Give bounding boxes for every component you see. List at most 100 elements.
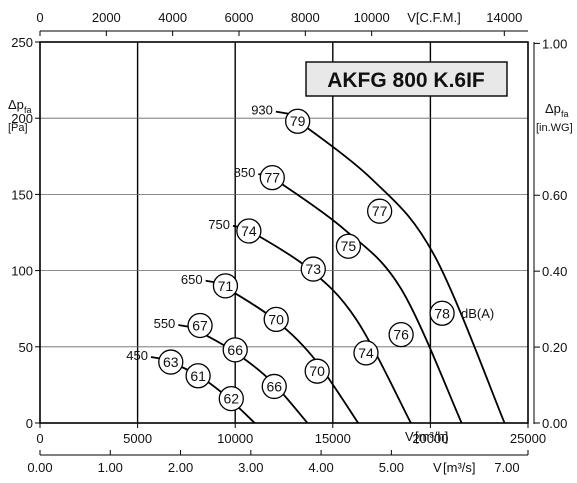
bottom2-axis-label-main: V [433,460,442,475]
bottom2-axis-tick-label: 2.00 [168,460,193,475]
title-box: AKFG 800 K.6IF [305,61,508,97]
db-bubble-label: 63 [163,354,179,370]
db-bubble-label: 71 [218,278,234,294]
bottom2-axis-tick-label: 3.00 [238,460,263,475]
left-axis-pa: 0 50 100 150 200 250 [11,35,40,431]
db-bubble [263,306,289,333]
db-bubble [259,164,285,191]
db-bubble [304,358,330,384]
left-axis-tick-label: 150 [11,187,33,202]
top-axis-tick-label: 8000 [291,10,320,25]
speed-label-750: 750 [208,217,230,232]
speed-leader-line [275,110,289,115]
left-axis-label-main: Δp [8,97,24,112]
db-bubble-label: 66 [266,378,282,394]
db-bubble [300,256,326,282]
left-axis-label-sub: fa [24,105,32,115]
db-bubble-label: 79 [290,113,306,129]
db-bubble [335,233,362,259]
top-axis-tick-label: 6000 [225,10,254,25]
right-axis-inwg: 0.00 0.20 0.40 0.60 1.00 [533,36,567,431]
right-axis-tick-label: 1.00 [542,36,567,51]
db-bubble [388,321,414,348]
bottom-axis-title: V [m³/h] [405,429,448,444]
fan-curve-930 [287,112,506,424]
bottom2-axis-tick-label: 1.00 [98,460,123,475]
title-background [305,61,508,97]
fan-curve-650 [217,282,359,424]
db-bubble-label: 77 [264,170,280,186]
left-axis-label-unit: [Pa] [8,122,28,134]
top-axis-tick-label: 2000 [92,10,121,25]
bottom-axis-label-main: V [405,429,414,444]
bottom-axis-m3h: 0 5000 10000 15000 20000 25000 [36,423,546,446]
db-bubble [429,300,455,326]
bottom2-axis-tick-label: 7.00 [494,460,519,475]
bottom-axis-tick-label: 20000 [412,431,448,446]
right-axis-tick-label: 0.40 [542,264,567,279]
speed-label-550: 550 [154,316,176,331]
plot-frame [39,41,529,424]
bottom-axis-m3s: 0.00 1.00 2.00 3.00 4.00 5.00 7.00 [27,450,529,475]
top-axis-label: V[C.F.M.] [407,10,460,25]
db-bubble [158,349,184,375]
db-bubble [212,273,239,299]
right-axis-title: Δp fa [in.WG] [536,101,573,134]
db-bubble-label: 62 [224,391,240,407]
db-bubble-label: 76 [393,327,409,343]
db-bubble-label: 70 [309,363,325,379]
bottom2-axis-tick-label: 4.00 [308,460,333,475]
speed-label-930: 930 [251,103,273,118]
db-bubble-label: 77 [372,203,388,219]
right-axis-label-sub: fa [561,109,569,119]
db-bubble-label: 66 [227,342,243,358]
db-bubble [366,198,393,224]
db-bubble [222,337,248,363]
fan-curve-550 [189,326,309,424]
db-bubble [261,373,287,400]
right-axis-label-unit: [in.WG] [536,122,573,134]
fan-curve-750 [244,227,412,424]
db-bubble [236,218,262,244]
speed-label-450: 450 [126,348,148,363]
sound-level-bubbles: 79 77 77 74 75 71 73 67 70 66 76 74 63 61 70 66 62 78 [158,108,455,412]
top-axis-cfm: 0 2000 4000 6000 8000 10000 14000 [36,10,528,36]
db-bubble [353,340,379,366]
db-bubble-label: 70 [268,311,284,327]
top-axis-tick-label: 4000 [158,10,187,25]
left-axis-title: Δp fa [Pa] [8,97,32,134]
db-bubble-label: 73 [305,261,321,277]
db-bubble-label: 75 [341,238,357,254]
bottom2-axis-tick-label: 5.00 [379,460,404,475]
speed-label-650: 650 [181,272,203,287]
bottom-axis-tick-label: 10000 [217,431,253,446]
bottom2-axis-tick-label: 0.00 [27,460,52,475]
top-axis-tick-label: 0 [36,10,43,25]
top-axis-tick-label: 10000 [354,10,390,25]
speed-label-850: 850 [234,165,256,180]
db-bubble [185,363,211,389]
right-axis-tick-label: 0.60 [542,188,567,203]
chart-title: AKFG 800 K.6IF [327,69,485,92]
db-unit-label: dB(A) [461,306,494,321]
bottom-axis-label-unit: [m³/h] [415,429,448,444]
right-axis-label-main: Δp [545,101,561,116]
db-bubble-label: 78 [434,305,450,321]
db-bubble [285,108,311,134]
db-bubble-label: 74 [358,345,374,361]
grid-lines [40,42,528,423]
db-bubble [187,312,213,339]
right-axis-tick-label: 0.20 [542,340,567,355]
bottom-axis-tick-label: 15000 [315,431,351,446]
fan-curves: 450 550 650 750 850 930 [126,103,506,424]
left-axis-tick-label: 100 [11,264,33,279]
left-axis-tick-label: 250 [11,35,33,50]
left-axis-tick-label: 200 [11,111,33,126]
db-bubble-label: 61 [190,368,206,384]
bottom2-axis-label-unit: [m³/s] [443,460,476,475]
right-axis-tick-label: 0.00 [542,416,567,431]
left-axis-tick-label: 0 [26,416,33,431]
db-bubble-label: 74 [241,223,257,239]
bottom-axis-tick-label: 0 [36,431,43,446]
